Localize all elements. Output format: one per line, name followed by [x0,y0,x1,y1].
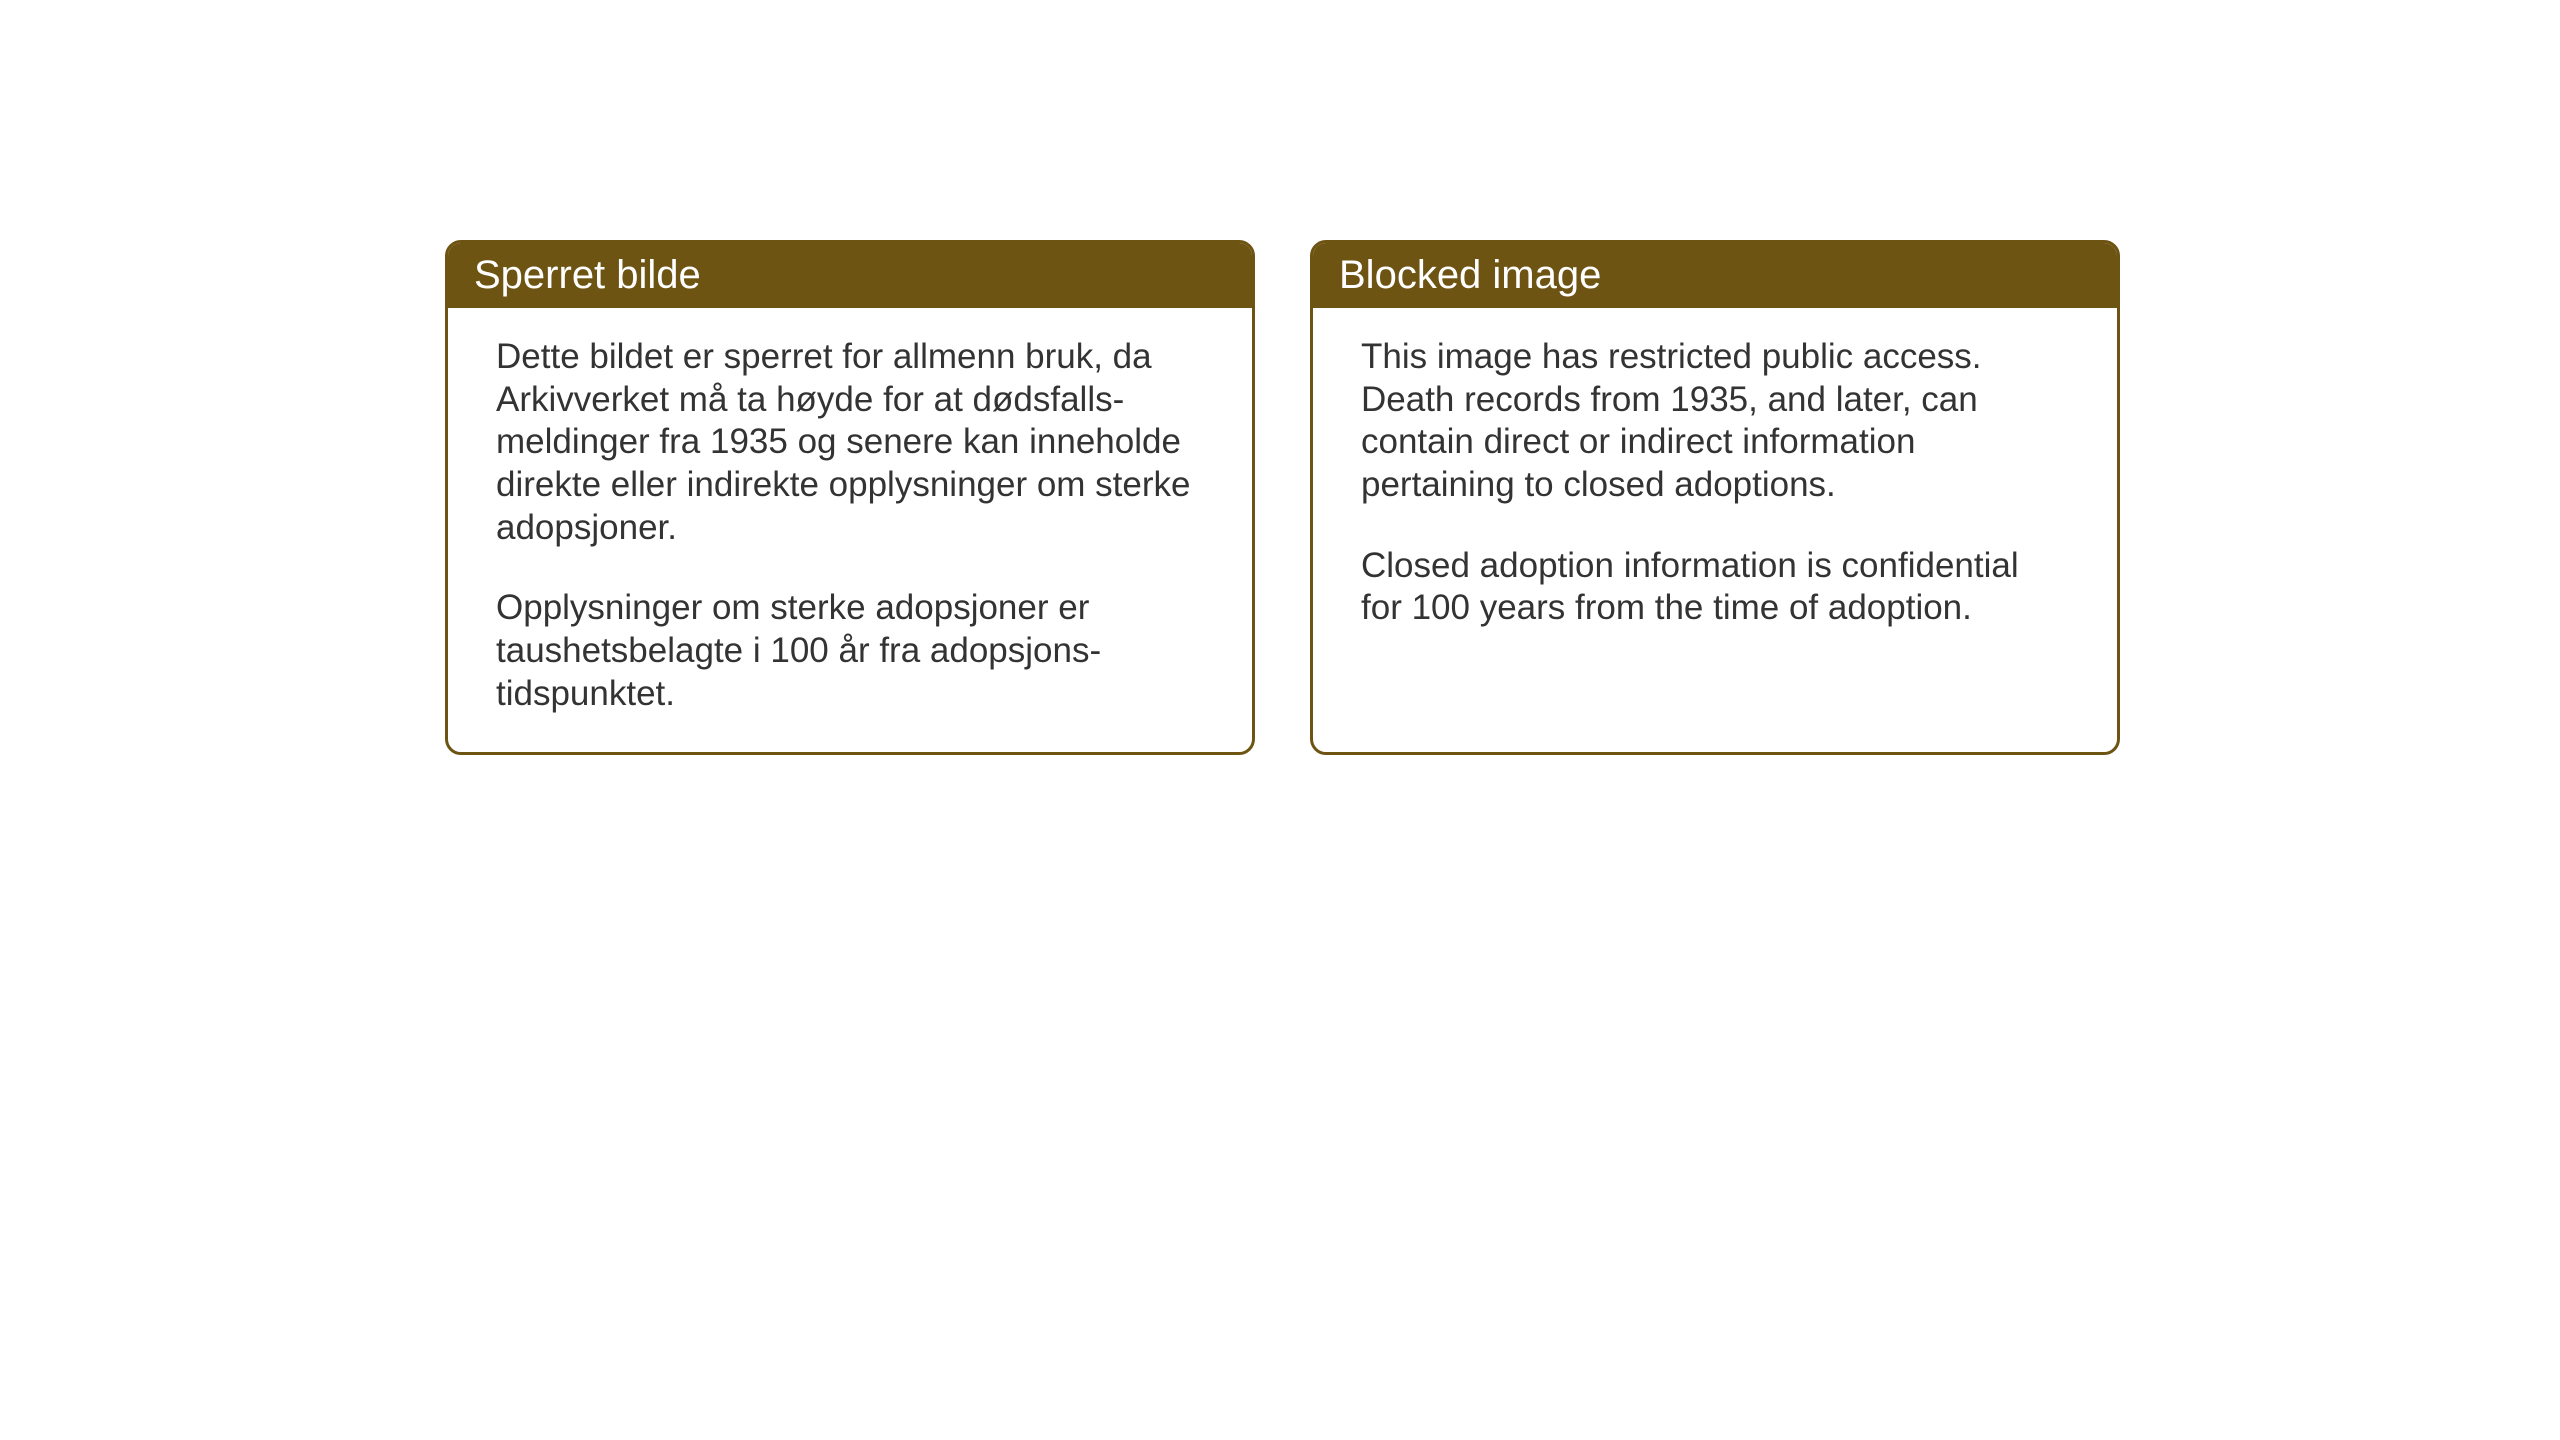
norwegian-card-header: Sperret bilde [448,243,1252,308]
english-card-paragraph-2: Closed adoption information is confident… [1361,545,2069,630]
norwegian-card-body: Dette bildet er sperret for allmenn bruk… [448,308,1252,752]
english-notice-card: Blocked image This image has restricted … [1310,240,2120,755]
norwegian-notice-card: Sperret bilde Dette bildet er sperret fo… [445,240,1255,755]
english-card-header: Blocked image [1313,243,2117,308]
english-card-paragraph-1: This image has restricted public access.… [1361,336,2069,507]
english-card-title: Blocked image [1339,253,1601,297]
norwegian-card-paragraph-2: Opplysninger om sterke adopsjoner er tau… [496,587,1204,715]
english-card-body: This image has restricted public access.… [1313,308,2117,666]
norwegian-card-paragraph-1: Dette bildet er sperret for allmenn bruk… [496,336,1204,549]
norwegian-card-title: Sperret bilde [474,253,701,297]
notice-cards-container: Sperret bilde Dette bildet er sperret fo… [445,240,2120,755]
